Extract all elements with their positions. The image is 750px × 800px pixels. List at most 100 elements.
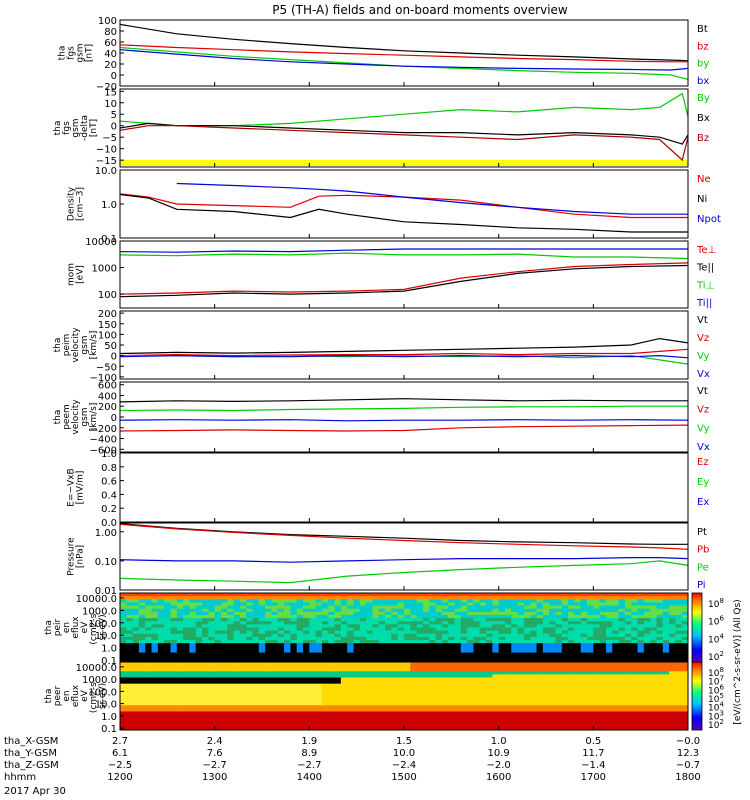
- spectrogram-cell: [183, 624, 191, 629]
- spectrogram-cell: [517, 699, 525, 703]
- spectrogram-cell: [580, 605, 588, 610]
- spectrogram-cell: [347, 646, 355, 651]
- spectrogram-cell: [568, 708, 575, 713]
- spectrogram-cell: [145, 621, 153, 625]
- spectrogram-cell: [290, 699, 298, 703]
- spectrogram-cell: [404, 708, 411, 713]
- spectrogram-cell: [202, 677, 209, 682]
- spectrogram-cell: [555, 668, 563, 672]
- spectrogram-cell: [404, 643, 411, 647]
- spectrogram-cell: [385, 640, 392, 644]
- spectrogram-cell: [523, 683, 531, 688]
- y-axis-label: tha: [53, 338, 63, 353]
- spectrogram-cell: [448, 720, 456, 725]
- spectrogram-cell: [321, 624, 329, 629]
- spectrogram-cell: [429, 640, 437, 644]
- spectrogram-cell: [416, 630, 424, 635]
- spectrogram-cell: [309, 702, 317, 706]
- spectrogram-cell: [239, 624, 247, 629]
- spectrogram-cell: [334, 614, 342, 619]
- spectrogram-cell: [359, 652, 367, 657]
- spectrogram-cell: [549, 633, 557, 638]
- spectrogram-cell: [650, 714, 658, 719]
- spectrogram-cell: [239, 602, 247, 607]
- spectrogram-cell: [359, 649, 367, 654]
- spectrogram-cell: [536, 717, 544, 722]
- spectrogram-cell: [479, 717, 487, 722]
- spectrogram-cell: [410, 711, 418, 716]
- spectrogram-cell: [189, 662, 197, 666]
- spectrogram-cell: [195, 705, 203, 709]
- spectrogram-cell: [120, 652, 127, 657]
- spectrogram-cell: [372, 702, 380, 706]
- spectrogram-cell: [164, 674, 172, 679]
- spectrogram-cell: [473, 720, 481, 725]
- spectrogram-cell: [599, 643, 607, 647]
- spectrogram-cell: [202, 689, 209, 694]
- spectrogram-cell: [296, 699, 304, 703]
- spectrogram-cell: [561, 630, 569, 635]
- spectrogram-cell: [416, 692, 424, 697]
- spectrogram-cell: [530, 621, 538, 625]
- spectrogram-cell: [284, 674, 291, 679]
- spectrogram-cell: [618, 655, 626, 660]
- spectrogram-cell: [233, 692, 241, 697]
- spectrogram-cell: [410, 643, 418, 647]
- spectrogram-cell: [656, 643, 664, 647]
- spectrogram-cell: [271, 621, 279, 625]
- spectrogram-cell: [416, 621, 424, 625]
- spectrogram-cell: [321, 720, 329, 725]
- spectrogram-cell: [151, 599, 159, 604]
- spectrogram-cell: [498, 720, 506, 725]
- spectrogram-cell: [511, 643, 519, 647]
- spectrogram-cell: [183, 652, 191, 657]
- spectrogram-cell: [467, 705, 475, 709]
- spectrogram-cell: [441, 671, 449, 675]
- spectrogram-cell: [404, 686, 411, 691]
- spectrogram-cell: [441, 674, 449, 679]
- spectrogram-cell: [164, 636, 172, 641]
- spectrogram-cell: [176, 649, 184, 654]
- spectrogram-cell: [517, 599, 525, 604]
- spectrogram-cell: [309, 599, 317, 604]
- spectrogram-cell: [347, 671, 355, 675]
- spectrogram-cell: [315, 683, 323, 688]
- spectrogram-cell: [271, 674, 279, 679]
- spectrogram-cell: [277, 596, 285, 600]
- spectrogram-cell: [397, 614, 405, 619]
- spectrogram-cell: [410, 640, 418, 644]
- spectrogram-cell: [138, 680, 146, 685]
- spectrogram-cell: [271, 599, 279, 604]
- spectrogram-cell: [504, 611, 512, 616]
- spectrogram-cell: [157, 680, 165, 685]
- spectrogram-cell: [328, 605, 336, 610]
- spectrogram-cell: [214, 640, 222, 644]
- spectrogram-cell: [422, 624, 430, 629]
- spectrogram-cell: [587, 618, 594, 622]
- spectrogram-cell: [347, 714, 355, 719]
- spectrogram-cell: [303, 705, 310, 709]
- spectrogram-cell: [612, 624, 620, 629]
- spectrogram-cell: [448, 680, 456, 685]
- spectrogram-cell: [429, 593, 437, 597]
- spectrogram-cell: [328, 618, 336, 622]
- spectrogram-cell: [296, 686, 304, 691]
- spectrogram-cell: [593, 668, 601, 672]
- spectrogram-cell: [258, 699, 266, 703]
- spectrogram-cell: [277, 720, 285, 725]
- spectrogram-cell: [290, 614, 298, 619]
- spectrogram-cell: [195, 630, 203, 635]
- spectrogram-cell: [435, 708, 443, 713]
- spectrogram-cell: [511, 702, 519, 706]
- spectrogram-cell: [561, 671, 569, 675]
- spectrogram-cell: [340, 618, 348, 622]
- spectrogram-cell: [467, 611, 475, 616]
- spectrogram-cell: [145, 683, 153, 688]
- spectrogram-cell: [511, 662, 519, 666]
- spectrogram-cell: [612, 696, 620, 700]
- spectrogram-cell: [176, 696, 184, 700]
- spectrogram-cell: [523, 649, 531, 654]
- spectrogram-cell: [303, 686, 310, 691]
- spectrogram-cell: [624, 723, 632, 728]
- spectrogram-cell: [246, 614, 254, 619]
